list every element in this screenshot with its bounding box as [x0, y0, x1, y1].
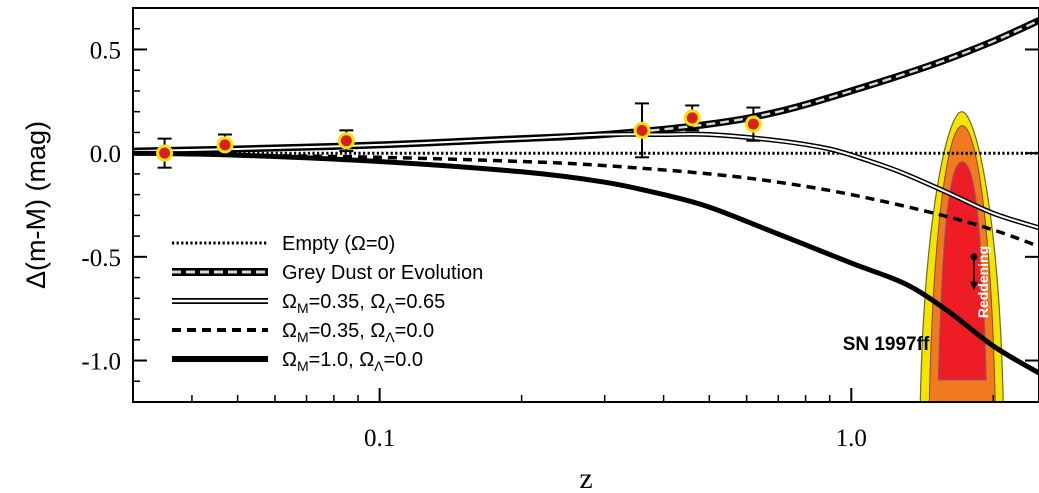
data-point	[156, 137, 174, 169]
region-inner	[937, 161, 987, 381]
data-marker	[337, 132, 355, 150]
x-tick-label: 0.1	[364, 425, 395, 452]
y-tick-label: 0.5	[90, 37, 121, 64]
data-points	[156, 102, 762, 169]
series-4-line	[133, 150, 1039, 376]
data-marker	[216, 136, 234, 154]
series-1-outer	[133, 17, 1039, 155]
legend-label: Grey Dust or Evolution	[282, 262, 483, 284]
data-marker	[633, 121, 651, 139]
data-point	[744, 106, 762, 142]
legend: Empty (Ω=0) Grey Dust or Evolution ΩM=0.35…	[165, 226, 555, 386]
data-point	[633, 102, 651, 159]
legend-label: ΩM=0.35, ΩΛ=0.65	[282, 291, 445, 316]
x-axis-label: z	[579, 462, 592, 493]
x-tick-label: 1.0	[836, 425, 867, 452]
legend-label: ΩM=0.35, ΩΛ=0.0	[282, 320, 434, 345]
legend-label: Empty (Ω=0)	[282, 233, 395, 255]
y-tick-label: 0.0	[90, 141, 121, 168]
y-axis-label: Δ(m-M) (mag)	[21, 121, 51, 289]
data-point	[683, 104, 701, 132]
data-point	[337, 129, 355, 153]
plot-frame	[132, 7, 1039, 403]
y-tick-label: -0.5	[81, 245, 121, 272]
data-marker	[744, 115, 762, 133]
axis-ticks: 0.1 1.0 0.5 0.0 -0.5 -1.0	[81, 27, 1039, 452]
series-2-inner	[133, 133, 1039, 229]
annotation-sn1997ff: SN 1997ff	[843, 334, 930, 355]
legend-label: ΩM=1.0, ΩΛ=0.0	[282, 349, 423, 374]
series-1-inner	[133, 19, 1039, 153]
reddening-arrowhead	[969, 281, 978, 291]
data-marker	[683, 109, 701, 127]
annotation-reddening: Reddening	[975, 246, 991, 318]
y-tick-label: -1.0	[81, 349, 121, 376]
data-point	[216, 133, 234, 157]
data-marker	[156, 144, 174, 162]
model-curves	[133, 17, 1039, 376]
